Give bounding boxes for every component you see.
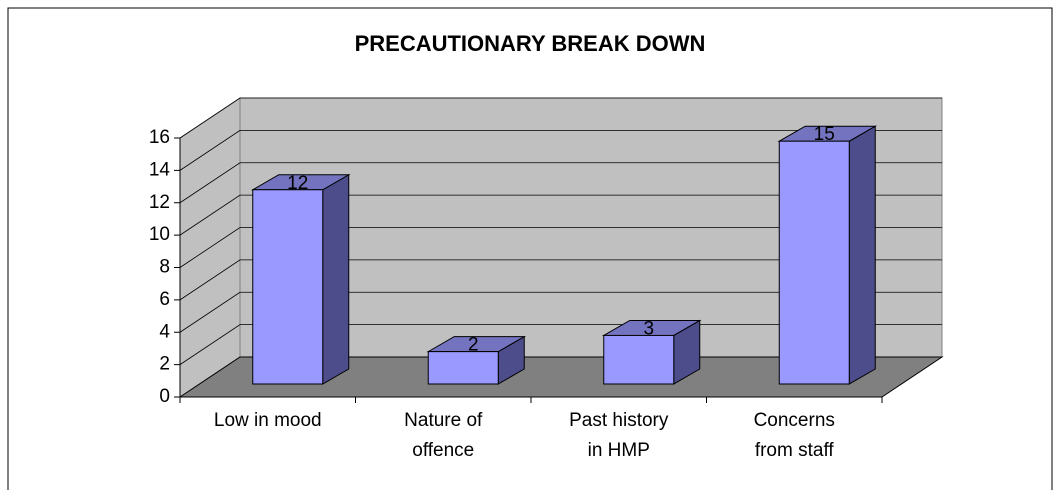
x-tick-label-line: in HMP [588, 440, 650, 461]
x-tick-label-line: Concerns [754, 410, 835, 431]
grid-line [179, 129, 942, 171]
x-tick-label-line: from staff [755, 440, 835, 461]
grid-line [179, 291, 942, 333]
bar [426, 335, 527, 385]
y-tick-label: 4 [159, 321, 170, 342]
x-tick-label-line: offence [412, 440, 474, 461]
bar-front [603, 334, 675, 385]
y-tick-label: 0 [159, 386, 170, 407]
value-label: 12 [287, 173, 308, 194]
y-tick-label: 16 [149, 127, 170, 148]
y-tick-label: 12 [149, 192, 170, 213]
chart-title: PRECAUTIONARY BREAK DOWN [355, 31, 706, 56]
bar [777, 125, 878, 385]
value-label: 2 [468, 335, 479, 356]
grid-line [179, 324, 942, 365]
bar-front [427, 351, 499, 385]
x-tick-label: Low in mood [214, 410, 322, 431]
value-label: 15 [814, 124, 835, 145]
y-tick-label: 6 [159, 289, 170, 310]
grid-line [179, 227, 942, 268]
x-tick-label-line: Low in mood [214, 410, 322, 431]
y-tick-label: 10 [149, 224, 170, 245]
bar-front [252, 189, 324, 385]
y-tick-label: 2 [159, 354, 170, 375]
x-tick-label-line: Past history [569, 410, 669, 431]
x-tick-label-line: Nature of [404, 410, 483, 431]
x-tick-label: Past history in HMP [569, 410, 669, 461]
grid-line [179, 259, 942, 301]
value-label: 3 [643, 318, 654, 339]
grid-line [179, 194, 942, 236]
bar [250, 173, 351, 385]
x-tick-label: Nature of offence [404, 410, 483, 461]
y-tick-label: 14 [149, 159, 171, 180]
x-tick-label: Concerns from staff [754, 410, 835, 461]
bar [601, 319, 702, 385]
y-tick-label: 8 [159, 257, 170, 278]
bar-side [322, 173, 350, 385]
bar-front [778, 140, 850, 385]
grid-line [179, 97, 942, 139]
grid-line [179, 162, 942, 204]
bar-side [848, 125, 876, 385]
